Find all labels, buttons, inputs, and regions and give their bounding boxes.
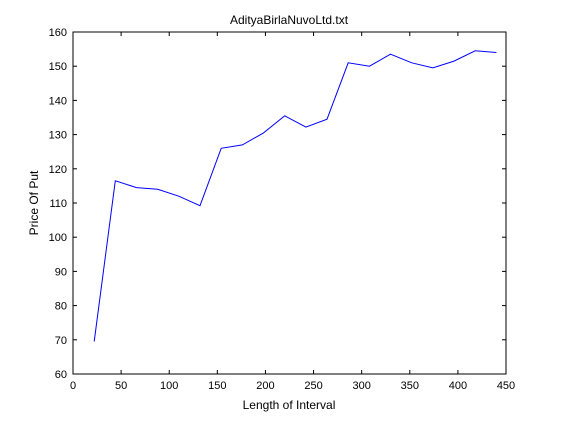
chart-title: AdityaBirlaNuvoLtd.txt bbox=[230, 13, 349, 27]
y-axis-label: Price Of Put bbox=[27, 170, 41, 235]
x-tick-label: 50 bbox=[115, 380, 127, 392]
y-tick-label: 140 bbox=[49, 95, 67, 107]
x-tick-label: 100 bbox=[160, 380, 178, 392]
y-tick-label: 90 bbox=[55, 266, 67, 278]
x-tick-label: 200 bbox=[256, 380, 274, 392]
x-tick-label: 350 bbox=[401, 380, 419, 392]
y-tick-label: 160 bbox=[49, 27, 67, 39]
y-tick-label: 120 bbox=[49, 164, 67, 176]
y-tick-label: 130 bbox=[49, 130, 67, 142]
y-axis-ticks: 60 70 80 90 100 110 120 130 140 150 160 bbox=[49, 27, 506, 381]
y-tick-label: 70 bbox=[55, 335, 67, 347]
x-tick-label: 450 bbox=[497, 380, 515, 392]
x-axis-label: Length of Interval bbox=[243, 398, 336, 412]
y-tick-label: 110 bbox=[49, 198, 67, 210]
y-tick-label: 100 bbox=[49, 232, 67, 244]
x-tick-label: 300 bbox=[352, 380, 370, 392]
x-tick-label: 400 bbox=[449, 380, 467, 392]
plot-frame bbox=[72, 31, 507, 375]
x-tick-label: 0 bbox=[70, 380, 76, 392]
series-line bbox=[93, 50, 497, 342]
x-tick-label: 250 bbox=[304, 380, 322, 392]
x-tick-label: 150 bbox=[208, 380, 226, 392]
y-tick-label: 80 bbox=[55, 301, 67, 313]
series-layer bbox=[93, 50, 497, 342]
y-tick-label: 60 bbox=[55, 369, 67, 381]
x-axis-ticks: 0 50 100 150 200 250 300 350 400 450 bbox=[70, 32, 515, 392]
y-tick-label: 150 bbox=[49, 61, 67, 73]
